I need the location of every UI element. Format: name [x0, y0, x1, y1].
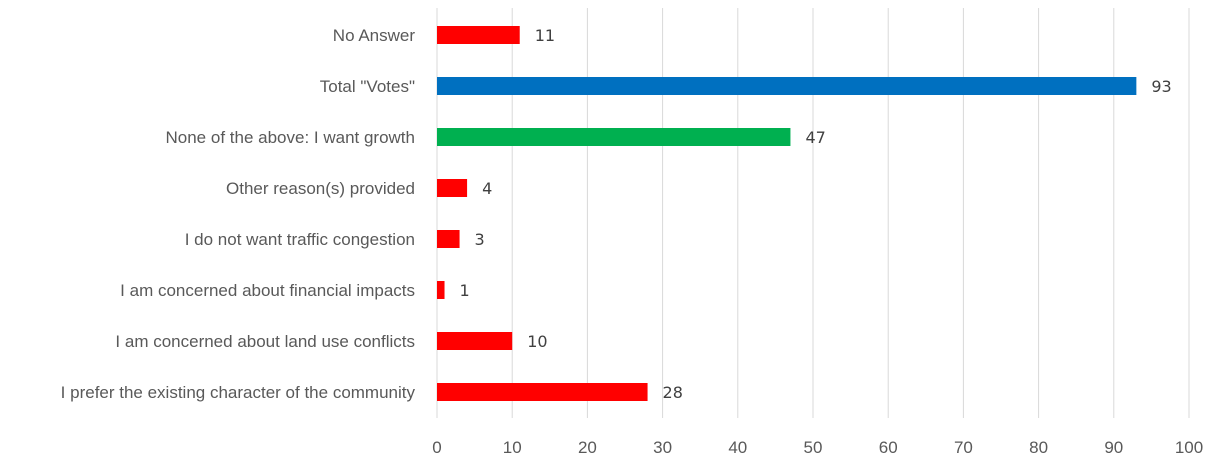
- data-label: 4: [482, 179, 492, 198]
- category-labels: No Answer Total "Votes" None of the above:…: [61, 26, 416, 402]
- x-tick-label: 90: [1104, 438, 1123, 457]
- x-tick-label: 30: [653, 438, 672, 457]
- data-label: 28: [663, 383, 683, 402]
- bars: [437, 26, 1137, 401]
- category-label: Total "Votes": [320, 77, 415, 96]
- x-tick-label: 20: [578, 438, 597, 457]
- bar: [437, 332, 513, 350]
- x-axis-ticks: 0 10 20 30 40 50 60 70 80 90 100: [432, 438, 1203, 457]
- category-label: Other reason(s) provided: [226, 179, 415, 198]
- x-tick-label: 50: [804, 438, 823, 457]
- bar: [437, 128, 791, 146]
- category-label: I am concerned about financial impacts: [120, 281, 415, 300]
- x-tick-label: 0: [432, 438, 441, 457]
- bar: [437, 179, 468, 197]
- category-label: I do not want traffic congestion: [185, 230, 415, 249]
- x-tick-label: 40: [728, 438, 747, 457]
- data-label: 3: [475, 230, 485, 249]
- category-label: None of the above: I want growth: [166, 128, 416, 147]
- data-label: 47: [805, 128, 825, 147]
- data-labels: 11 93 47 4 3 1 10 28: [460, 26, 1172, 402]
- category-label: I prefer the existing character of the c…: [61, 383, 416, 402]
- bar: [437, 230, 460, 248]
- data-label: 11: [535, 26, 555, 45]
- bar: [437, 383, 648, 401]
- data-label: 1: [460, 281, 470, 300]
- data-label: 10: [527, 332, 547, 351]
- x-tick-label: 10: [503, 438, 522, 457]
- x-tick-label: 100: [1175, 438, 1203, 457]
- bar: [437, 26, 520, 44]
- x-tick-label: 60: [879, 438, 898, 457]
- category-label: I am concerned about land use conflicts: [115, 332, 415, 351]
- gridlines: [436, 8, 1190, 418]
- bar: [437, 281, 445, 299]
- x-tick-label: 80: [1029, 438, 1048, 457]
- x-tick-label: 70: [954, 438, 973, 457]
- bar: [437, 77, 1137, 95]
- data-label: 93: [1151, 77, 1171, 96]
- category-label: No Answer: [333, 26, 416, 45]
